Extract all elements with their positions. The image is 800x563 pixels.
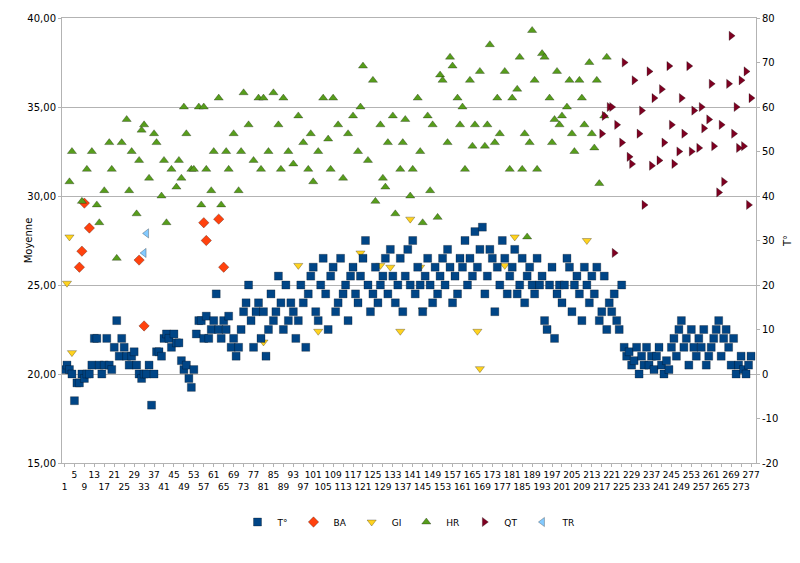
svg-text:277: 277 [742, 470, 759, 480]
svg-text:41: 41 [158, 482, 169, 492]
svg-text:217: 217 [593, 482, 610, 492]
svg-text:161: 161 [454, 482, 471, 492]
svg-text:20,00: 20,00 [27, 369, 56, 380]
svg-text:153: 153 [434, 482, 451, 492]
svg-text:45: 45 [168, 470, 179, 480]
svg-text:201: 201 [553, 482, 570, 492]
svg-text:29: 29 [128, 470, 140, 480]
svg-text:73: 73 [238, 482, 249, 492]
svg-text:TR: TR [561, 518, 574, 528]
svg-text:T°: T° [277, 518, 288, 528]
svg-text:QT: QT [504, 518, 517, 528]
svg-text:269: 269 [723, 470, 740, 480]
svg-text:10: 10 [762, 324, 775, 335]
svg-text:Moyenne: Moyenne [23, 218, 34, 264]
svg-text:189: 189 [524, 470, 541, 480]
svg-text:80: 80 [762, 13, 775, 24]
svg-text:165: 165 [464, 470, 481, 480]
svg-text:69: 69 [228, 470, 240, 480]
svg-text:205: 205 [563, 470, 580, 480]
svg-text:237: 237 [643, 470, 660, 480]
svg-text:209: 209 [573, 482, 590, 492]
svg-text:185: 185 [514, 482, 531, 492]
svg-text:101: 101 [305, 470, 322, 480]
svg-text:241: 241 [653, 482, 670, 492]
svg-text:253: 253 [683, 470, 700, 480]
svg-text:9: 9 [82, 482, 88, 492]
svg-text:HR: HR [446, 518, 459, 528]
svg-text:149: 149 [424, 470, 441, 480]
svg-text:245: 245 [663, 470, 680, 480]
svg-text:249: 249 [673, 482, 690, 492]
svg-text:25: 25 [118, 482, 129, 492]
svg-text:1: 1 [62, 482, 68, 492]
svg-text:265: 265 [713, 482, 730, 492]
svg-text:20: 20 [762, 280, 775, 291]
svg-text:50: 50 [762, 146, 775, 157]
svg-text:157: 157 [444, 470, 461, 480]
svg-text:77: 77 [248, 470, 259, 480]
svg-text:145: 145 [414, 482, 431, 492]
svg-text:225: 225 [613, 482, 630, 492]
svg-text:169: 169 [474, 482, 491, 492]
svg-text:21: 21 [109, 470, 120, 480]
svg-text:221: 221 [603, 470, 620, 480]
svg-text:137: 137 [394, 482, 411, 492]
svg-text:197: 197 [543, 470, 560, 480]
svg-text:109: 109 [325, 470, 342, 480]
svg-text:53: 53 [188, 470, 199, 480]
svg-text:-20: -20 [762, 458, 778, 469]
svg-text:273: 273 [732, 482, 749, 492]
svg-text:65: 65 [218, 482, 229, 492]
svg-text:229: 229 [623, 470, 640, 480]
svg-text:25,00: 25,00 [27, 280, 56, 291]
svg-text:117: 117 [344, 470, 361, 480]
svg-text:-10: -10 [762, 413, 778, 424]
svg-text:35,00: 35,00 [27, 102, 56, 113]
svg-text:0: 0 [762, 369, 768, 380]
svg-text:113: 113 [334, 482, 351, 492]
svg-text:30,00: 30,00 [27, 191, 56, 202]
svg-text:81: 81 [258, 482, 269, 492]
svg-text:30: 30 [762, 235, 775, 246]
svg-text:5: 5 [72, 470, 78, 480]
svg-text:57: 57 [198, 482, 209, 492]
svg-text:61: 61 [208, 470, 219, 480]
svg-text:125: 125 [364, 470, 381, 480]
svg-text:233: 233 [633, 482, 650, 492]
svg-text:T°: T° [782, 235, 793, 247]
svg-text:105: 105 [315, 482, 332, 492]
svg-text:181: 181 [504, 470, 521, 480]
svg-text:85: 85 [268, 470, 279, 480]
svg-text:97: 97 [298, 482, 309, 492]
svg-text:93: 93 [288, 470, 299, 480]
svg-text:173: 173 [484, 470, 501, 480]
svg-text:89: 89 [278, 482, 290, 492]
svg-text:133: 133 [384, 470, 401, 480]
svg-text:17: 17 [99, 482, 110, 492]
svg-text:13: 13 [89, 470, 100, 480]
svg-text:33: 33 [138, 482, 149, 492]
svg-text:193: 193 [533, 482, 550, 492]
svg-text:70: 70 [762, 57, 775, 68]
svg-text:177: 177 [494, 482, 511, 492]
svg-text:49: 49 [178, 482, 190, 492]
svg-text:121: 121 [354, 482, 371, 492]
svg-text:40: 40 [762, 191, 775, 202]
svg-text:BA: BA [334, 518, 347, 528]
svg-text:141: 141 [404, 470, 421, 480]
svg-text:15,00: 15,00 [27, 458, 56, 469]
svg-text:129: 129 [374, 482, 391, 492]
svg-text:257: 257 [693, 482, 710, 492]
svg-text:37: 37 [148, 470, 159, 480]
svg-text:GI: GI [392, 518, 402, 528]
svg-text:40,00: 40,00 [27, 13, 56, 24]
svg-text:261: 261 [703, 470, 720, 480]
svg-text:213: 213 [583, 470, 600, 480]
svg-text:60: 60 [762, 102, 775, 113]
